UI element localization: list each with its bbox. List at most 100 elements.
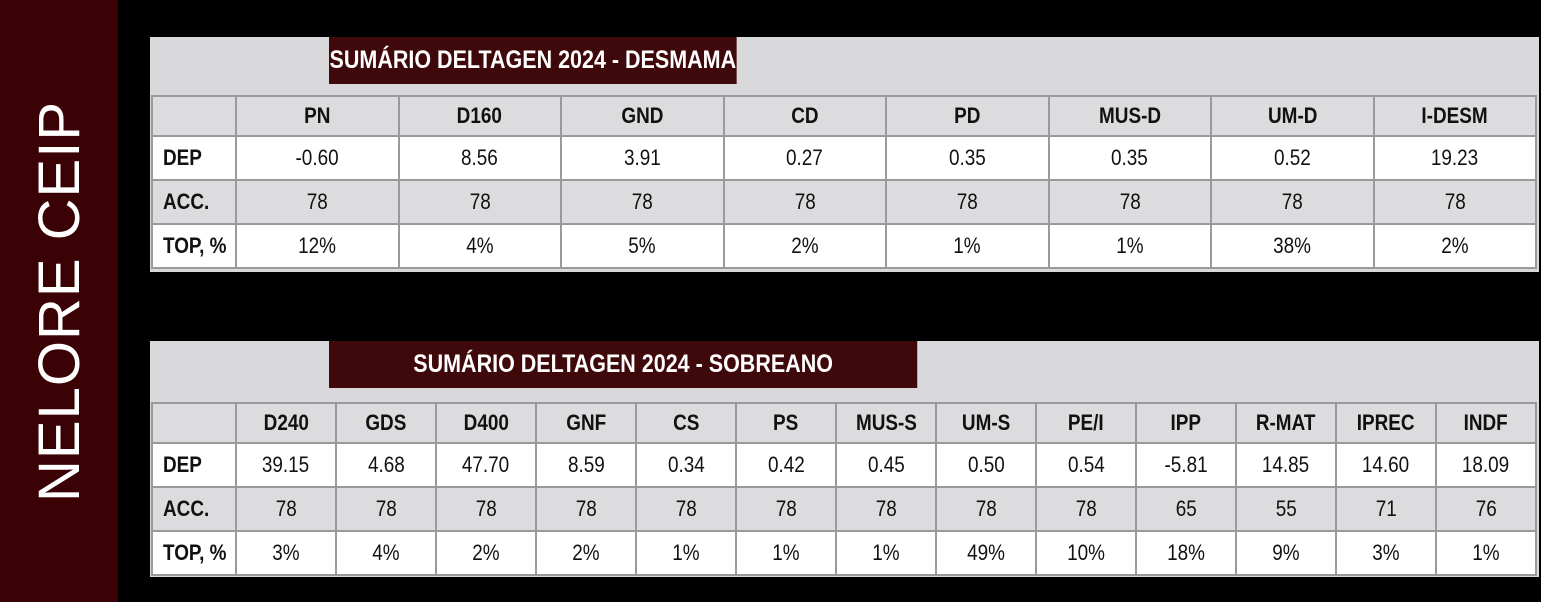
table-cell: 0.35 [1047, 135, 1212, 181]
table-cell: 78 [635, 486, 737, 532]
table-cell: 78 [735, 486, 837, 532]
column-header: UM-D [1210, 95, 1375, 137]
table-cell: 1% [1435, 530, 1537, 576]
table-cell: 1% [835, 530, 937, 576]
corner-cell [151, 95, 237, 137]
column-header: INDF [1435, 402, 1537, 444]
table-cell: 0.42 [735, 442, 837, 488]
table-cell: 39.15 [235, 442, 337, 488]
desmama-table: PN D160 GND CD PD MUS-D UM-D I-DESM DEP -0.60 8.56… [151, 95, 1537, 269]
table-cell: 0.54 [1035, 442, 1137, 488]
table-cell: 78 [335, 486, 437, 532]
column-header: IPREC [1335, 402, 1437, 444]
table-cell: 3% [1335, 530, 1437, 576]
column-header: GNF [535, 402, 637, 444]
table-cell: 65 [1135, 486, 1237, 532]
table-cell: 49% [935, 530, 1037, 576]
table-row: TOP, % 12% 4% 5% 2% 1% 1% 38% 2% [151, 223, 1537, 269]
table-cell: 1% [735, 530, 837, 576]
table-cell: 78 [885, 179, 1050, 225]
sobreano-table: D240 GDS D400 GNF CS PS MUS-S UM-S PE/I IPP R-MAT I… [151, 402, 1537, 576]
table-cell: 0.35 [885, 135, 1050, 181]
table-cell: 2% [1372, 223, 1537, 269]
table-cell: 8.56 [397, 135, 562, 181]
table-cell: 8.59 [535, 442, 637, 488]
table-row: DEP -0.60 8.56 3.91 0.27 0.35 0.35 0.52 19.23 [151, 135, 1537, 181]
table-cell: 2% [435, 530, 537, 576]
table-cell: 1% [635, 530, 737, 576]
column-header: PE/I [1035, 402, 1137, 444]
table-cell: 78 [560, 179, 725, 225]
table-cell: 78 [1210, 179, 1375, 225]
column-header: D160 [397, 95, 562, 137]
sobreano-panel: SUMÁRIO DELTAGEN 2024 - SOBREANO D240 GDS… [150, 341, 1539, 577]
column-header: R-MAT [1235, 402, 1337, 444]
table-cell: 9% [1235, 530, 1337, 576]
table-cell: -5.81 [1135, 442, 1237, 488]
table-cell: 14.85 [1235, 442, 1337, 488]
table-cell: -0.60 [235, 135, 400, 181]
table-cell: 78 [235, 179, 400, 225]
sidebar: NELORE CEIP [0, 0, 118, 602]
column-header: D400 [435, 402, 537, 444]
table-cell: 78 [1035, 486, 1137, 532]
column-header: IPP [1135, 402, 1237, 444]
table-cell: 0.50 [935, 442, 1037, 488]
table-cell: 76 [1435, 486, 1537, 532]
column-header: PS [735, 402, 837, 444]
table-cell: 0.27 [722, 135, 887, 181]
table-cell: 3% [235, 530, 337, 576]
table-cell: 2% [535, 530, 637, 576]
table-cell: 3.91 [560, 135, 725, 181]
table-cell: 78 [1047, 179, 1212, 225]
table-row: ACC. 78 78 78 78 78 78 78 78 78 65 55 71 76 [151, 486, 1537, 532]
header-row: PN D160 GND CD PD MUS-D UM-D I-DESM [151, 95, 1537, 137]
table-row: TOP, % 3% 4% 2% 2% 1% 1% 1% 49% 10% 18% 9% 3% 1% [151, 530, 1537, 576]
table-cell: 55 [1235, 486, 1337, 532]
row-label: ACC. [151, 179, 237, 225]
table-cell: 1% [885, 223, 1050, 269]
table-cell: 4% [335, 530, 437, 576]
table-cell: 78 [535, 486, 637, 532]
column-header: GDS [335, 402, 437, 444]
table-cell: 0.52 [1210, 135, 1375, 181]
table-cell: 47.70 [435, 442, 537, 488]
table-cell: 38% [1210, 223, 1375, 269]
table-cell: 78 [835, 486, 937, 532]
column-header: GND [560, 95, 725, 137]
sobreano-title: SUMÁRIO DELTAGEN 2024 - SOBREANO [329, 341, 918, 388]
table-cell: 18.09 [1435, 442, 1537, 488]
table-cell: 5% [560, 223, 725, 269]
table-cell: 4% [397, 223, 562, 269]
table-row: DEP 39.15 4.68 47.70 8.59 0.34 0.42 0.45 0.50 0.5… [151, 442, 1537, 488]
header-row: D240 GDS D400 GNF CS PS MUS-S UM-S PE/I IPP R-MAT I… [151, 402, 1537, 444]
row-label: TOP, % [151, 530, 237, 576]
table-row: ACC. 78 78 78 78 78 78 78 78 [151, 179, 1537, 225]
table-cell: 19.23 [1372, 135, 1537, 181]
column-header: PD [885, 95, 1050, 137]
table-cell: 78 [722, 179, 887, 225]
table-cell: 71 [1335, 486, 1437, 532]
row-label: DEP [151, 135, 237, 181]
column-header: MUS-S [835, 402, 937, 444]
row-label: TOP, % [151, 223, 237, 269]
desmama-panel: SUMÁRIO DELTAGEN 2024 - DESMAMA PN D160 GN… [150, 37, 1539, 272]
table-cell: 12% [235, 223, 400, 269]
corner-cell [151, 402, 237, 444]
column-header: CD [722, 95, 887, 137]
table-cell: 1% [1047, 223, 1212, 269]
row-label: DEP [151, 442, 237, 488]
table-cell: 2% [722, 223, 887, 269]
table-cell: 78 [397, 179, 562, 225]
column-header: MUS-D [1047, 95, 1212, 137]
table-cell: 78 [1372, 179, 1537, 225]
table-cell: 4.68 [335, 442, 437, 488]
table-cell: 10% [1035, 530, 1137, 576]
table-cell: 18% [1135, 530, 1237, 576]
sidebar-title: NELORE CEIP [26, 100, 92, 502]
desmama-title: SUMÁRIO DELTAGEN 2024 - DESMAMA [329, 37, 737, 84]
table-cell: 0.45 [835, 442, 937, 488]
column-header: I-DESM [1372, 95, 1537, 137]
table-cell: 78 [235, 486, 337, 532]
column-header: CS [635, 402, 737, 444]
